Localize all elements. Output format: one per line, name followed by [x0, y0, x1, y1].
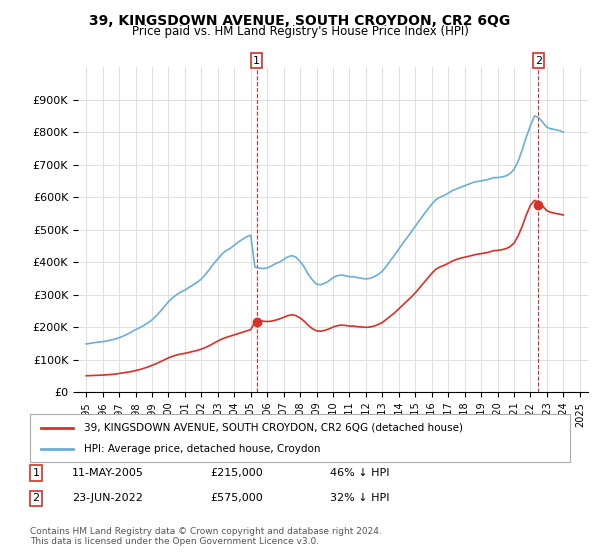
Text: £215,000: £215,000 [210, 468, 263, 478]
Text: HPI: Average price, detached house, Croydon: HPI: Average price, detached house, Croy… [84, 444, 320, 454]
Text: Contains HM Land Registry data © Crown copyright and database right 2024.
This d: Contains HM Land Registry data © Crown c… [30, 526, 382, 546]
Text: 1: 1 [32, 468, 40, 478]
Text: £575,000: £575,000 [210, 493, 263, 503]
FancyBboxPatch shape [30, 414, 570, 462]
Text: 2: 2 [32, 493, 40, 503]
Text: Price paid vs. HM Land Registry's House Price Index (HPI): Price paid vs. HM Land Registry's House … [131, 25, 469, 38]
Text: 11-MAY-2005: 11-MAY-2005 [72, 468, 144, 478]
Text: 2: 2 [535, 55, 542, 66]
Text: 39, KINGSDOWN AVENUE, SOUTH CROYDON, CR2 6QG (detached house): 39, KINGSDOWN AVENUE, SOUTH CROYDON, CR2… [84, 423, 463, 433]
Text: 23-JUN-2022: 23-JUN-2022 [72, 493, 143, 503]
Text: 32% ↓ HPI: 32% ↓ HPI [330, 493, 389, 503]
Text: 46% ↓ HPI: 46% ↓ HPI [330, 468, 389, 478]
Text: 1: 1 [253, 55, 260, 66]
Text: 39, KINGSDOWN AVENUE, SOUTH CROYDON, CR2 6QG: 39, KINGSDOWN AVENUE, SOUTH CROYDON, CR2… [89, 14, 511, 28]
